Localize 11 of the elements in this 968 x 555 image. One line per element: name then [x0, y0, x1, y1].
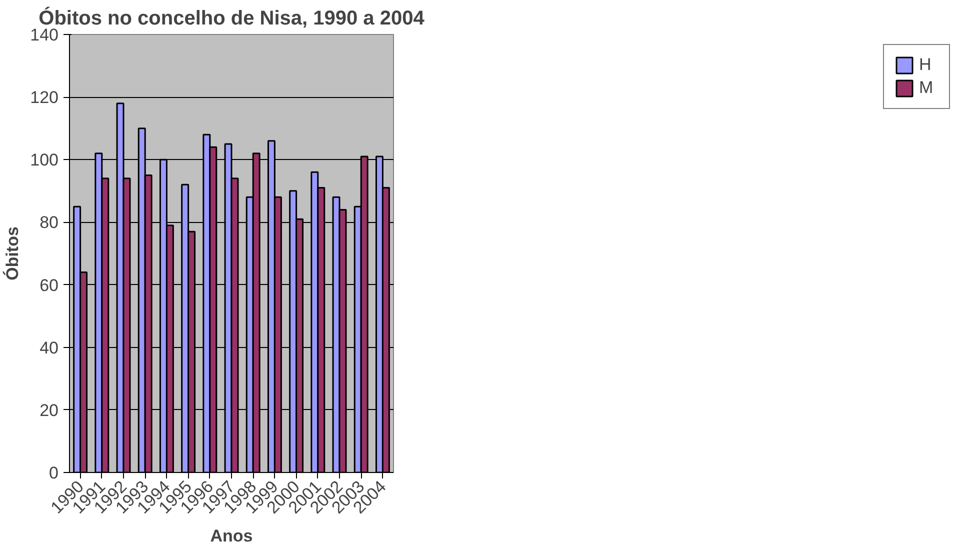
y-tick-label: 80	[40, 213, 59, 232]
y-tick-label: 40	[40, 338, 59, 358]
legend-label: H	[919, 55, 932, 75]
y-axis-title: Óbitos	[2, 226, 22, 280]
legend-label: M	[919, 78, 934, 98]
x-axis-title: Anos	[210, 526, 253, 546]
y-tick-label: 60	[40, 276, 59, 295]
y-tick-label: 0	[49, 464, 59, 482]
y-tick-label: 20	[40, 400, 59, 420]
y-tick-label: 120	[30, 88, 59, 108]
y-tick-label: 100	[30, 150, 59, 170]
